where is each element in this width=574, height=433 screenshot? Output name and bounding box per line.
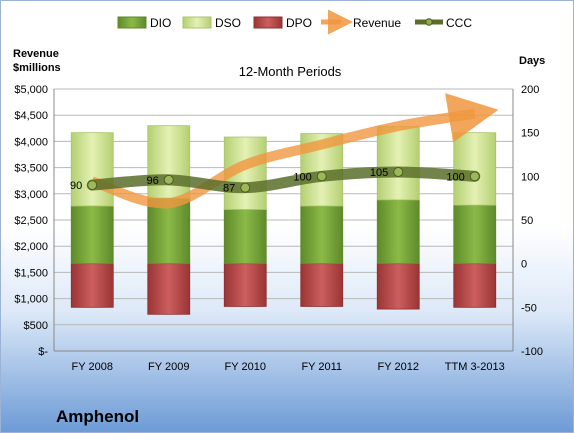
dio-bar: [453, 204, 497, 265]
ccc-data-label: 90: [70, 180, 82, 192]
right-tick-label: -50: [521, 302, 537, 314]
dpo-bar: [300, 263, 344, 307]
right-tick-label: 150: [521, 128, 539, 140]
right-tick-label: 200: [521, 84, 539, 96]
dio-bar: [376, 199, 420, 265]
left-axis-title-line2: $millions: [13, 62, 61, 74]
left-tick-label: $-: [38, 346, 48, 358]
dpo-bar: [376, 263, 420, 310]
legend-label-revenue: Revenue: [353, 16, 401, 30]
dio-bar: [223, 209, 267, 265]
left-tick-label: $5,000: [14, 84, 48, 96]
ccc-data-label: 96: [147, 175, 159, 187]
dpo-bar: [147, 263, 191, 315]
ccc-point: [316, 171, 327, 182]
chart-title: 12-Month Periods: [239, 64, 342, 79]
dpo-bar: [70, 263, 114, 308]
legend-label-dpo: DPO: [286, 16, 312, 30]
company-name: Amphenol: [56, 407, 140, 426]
legend-swatch-dpo: [253, 16, 283, 29]
legend-label-dio: DIO: [150, 16, 171, 30]
dso-bar: [376, 126, 420, 201]
ccc-point: [87, 180, 98, 191]
left-tick-label: $3,500: [14, 163, 48, 175]
x-tick-label: FY 2011: [301, 361, 342, 373]
plot-area: $- $500 $1,000 $1,500 $2,000 $2,500 $3,000 $3,5…: [14, 84, 543, 373]
ccc-point: [163, 174, 174, 185]
x-tick-label: FY 2009: [148, 361, 189, 373]
ccc-data-label: 100: [293, 171, 311, 183]
legend-swatch-dso: [182, 16, 212, 29]
x-tick-label: FY 2010: [225, 361, 266, 373]
right-tick-label: 0: [521, 259, 527, 271]
legend: DIO DSO DPO Revenue CCC: [117, 9, 472, 35]
legend-label-ccc: CCC: [446, 16, 472, 30]
dio-bar: [300, 205, 344, 265]
ccc-line: [86, 166, 481, 194]
ccc-data-label: 105: [370, 167, 388, 179]
ccc-point: [393, 166, 404, 177]
left-tick-label: $3,000: [14, 189, 48, 201]
dpo-bar: [223, 263, 267, 307]
x-tick-label: FY 2012: [378, 361, 419, 373]
dso-bar: [453, 132, 497, 206]
dso-bar: [147, 125, 191, 199]
right-tick-label: 50: [521, 215, 533, 227]
legend-swatch-dio: [117, 16, 147, 29]
x-tick-label: FY 2008: [72, 361, 113, 373]
right-axis-title: Days: [519, 55, 545, 67]
left-tick-label: $1,500: [14, 267, 48, 279]
x-tick-label: TTM 3-2013: [445, 361, 505, 373]
dso-bar: [70, 132, 114, 207]
left-axis-title-line1: Revenue: [13, 48, 59, 60]
dio-bar: [147, 197, 191, 265]
left-tick-label: $4,000: [14, 136, 48, 148]
right-tick-label: 100: [521, 171, 539, 183]
legend-label-dso: DSO: [215, 16, 241, 30]
left-tick-label: $4,500: [14, 110, 48, 122]
right-tick-label: -100: [521, 346, 543, 358]
ccc-data-label: 100: [446, 171, 464, 183]
left-tick-label: $2,000: [14, 241, 48, 253]
dpo-bar: [453, 263, 497, 308]
ccc-data-label: 87: [223, 183, 235, 195]
left-tick-label: $1,000: [14, 294, 48, 306]
ccc-point: [240, 182, 251, 193]
legend-marker-ccc: [425, 18, 433, 26]
dio-bar: [70, 205, 114, 265]
revenue-line: [90, 93, 499, 209]
left-tick-label: $2,500: [14, 215, 48, 227]
ccc-point: [469, 171, 480, 182]
left-tick-label: $500: [24, 320, 48, 332]
